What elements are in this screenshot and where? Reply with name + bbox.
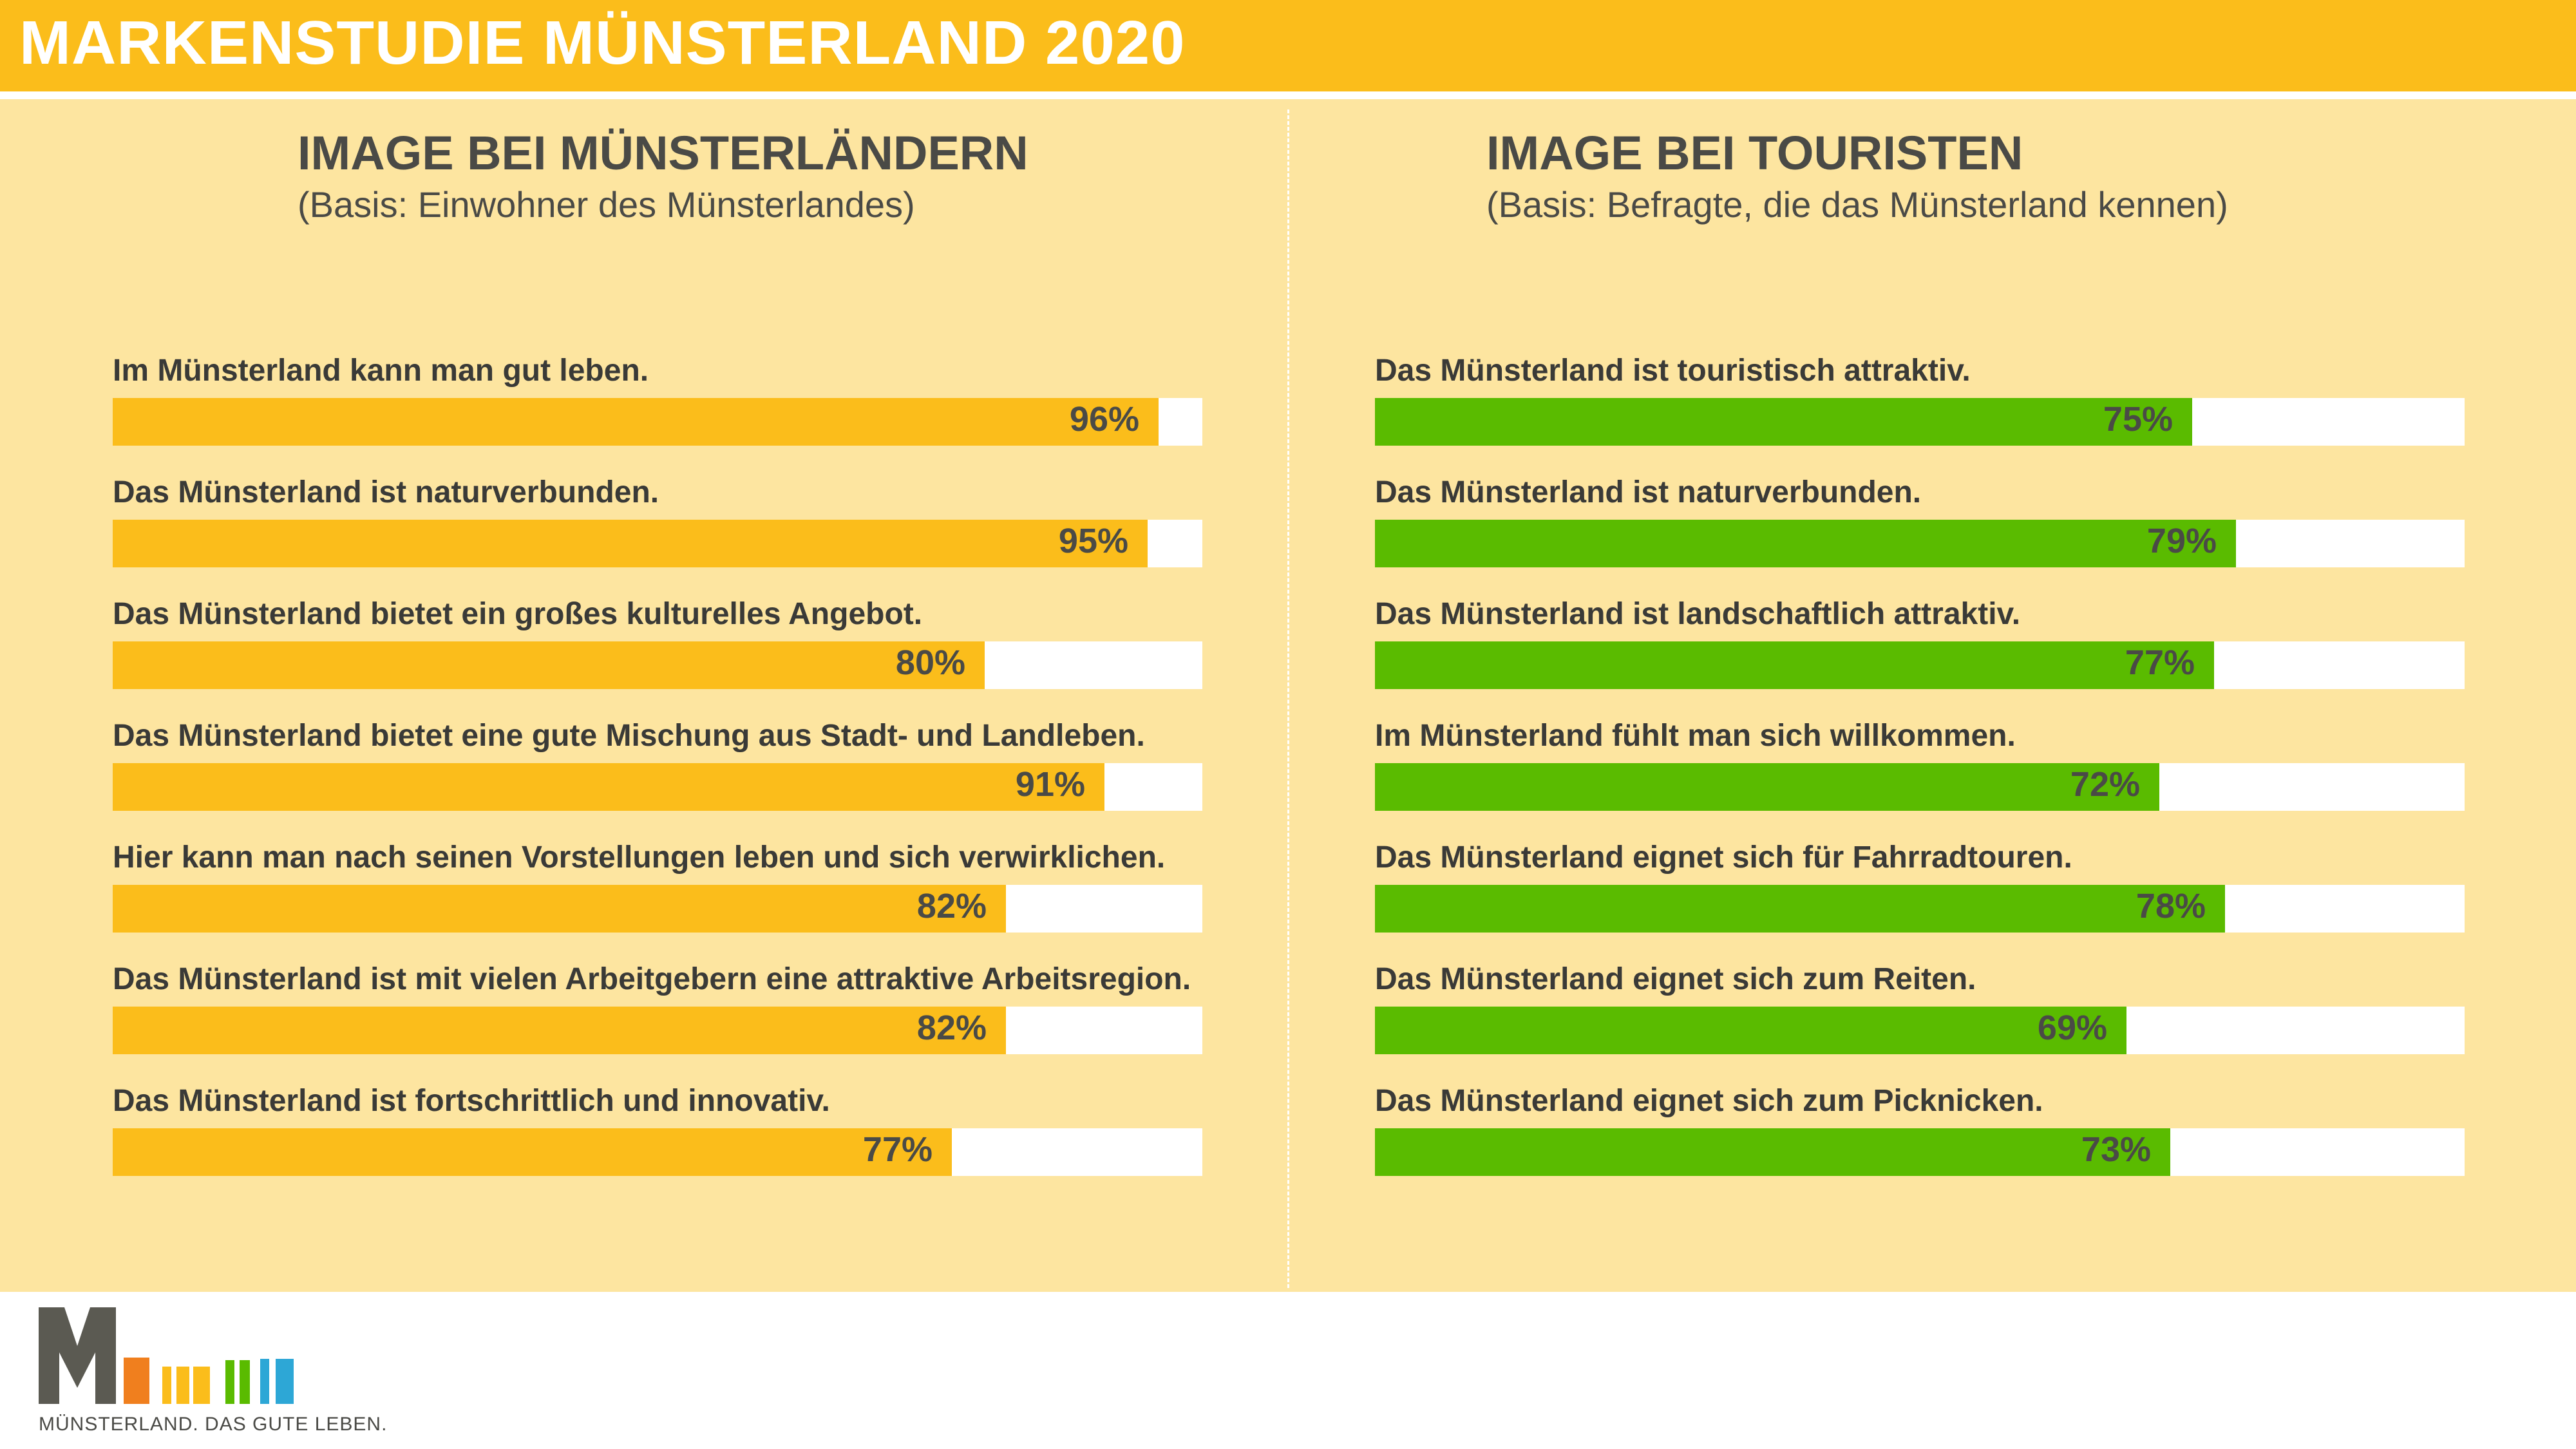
resident-statement-label: Das Münsterland bietet eine gute Mischun…: [113, 719, 1145, 753]
tourist-bar: [1375, 641, 2214, 689]
tourist-statement-label: Das Münsterland ist touristisch attrakti…: [1375, 354, 1971, 388]
tourist-value-label: 72%: [2070, 765, 2140, 804]
tourist-bar: [1375, 885, 2225, 933]
tourist-value-label: 75%: [2103, 400, 2173, 439]
column-divider: [1287, 109, 1289, 1288]
tourist-value-label: 69%: [2037, 1009, 2107, 1047]
tourist-bar-track: 73%: [1375, 1128, 2465, 1176]
tourist-statement-label: Im Münsterland fühlt man sich willkommen…: [1375, 719, 2016, 753]
resident-bar: [113, 1007, 1006, 1054]
header-bar: MARKENSTUDIE MÜNSTERLAND 2020: [0, 0, 2576, 91]
tourist-statement-label: Das Münsterland ist landschaftlich attra…: [1375, 597, 2021, 631]
tourist-statement-label: Das Münsterland eignet sich zum Reiten.: [1375, 962, 1976, 996]
tourist-statement-label: Das Münsterland eignet sich für Fahrradt…: [1375, 840, 2072, 875]
tourist-value-label: 77%: [2125, 643, 2195, 682]
left-chart-subtitle: (Basis: Einwohner des Münsterlandes): [298, 184, 915, 225]
resident-statement-label: Hier kann man nach seinen Vorstellungen …: [113, 840, 1166, 875]
tourist-statement-label: Das Münsterland ist naturverbunden.: [1375, 475, 1922, 509]
resident-bar-track: 80%: [113, 641, 1202, 689]
tourist-bar-track: 77%: [1375, 641, 2465, 689]
resident-bar-track: 77%: [113, 1128, 1202, 1176]
resident-bar: [113, 641, 985, 689]
tourist-bar: [1375, 398, 2192, 446]
resident-bar-track: 95%: [113, 520, 1202, 567]
resident-value-label: 77%: [862, 1130, 933, 1169]
tourist-value-label: 73%: [2081, 1130, 2151, 1169]
tourist-bar-track: 72%: [1375, 763, 2465, 811]
tourist-bar: [1375, 520, 2236, 567]
left-chart-title: IMAGE BEI MÜNSTERLÄNDERN: [298, 126, 1028, 180]
resident-statement-label: Das Münsterland ist fortschrittlich und …: [113, 1084, 830, 1118]
logo-tagline: MÜNSTERLAND. DAS GUTE LEBEN.: [39, 1414, 388, 1435]
right-chart-subtitle: (Basis: Befragte, die das Münsterland ke…: [1486, 184, 2228, 225]
resident-value-label: 82%: [916, 1009, 987, 1047]
resident-bar-track: 82%: [113, 885, 1202, 933]
muensterland-logo-icon: [39, 1307, 294, 1404]
tourist-statement-label: Das Münsterland eignet sich zum Picknick…: [1375, 1084, 2043, 1118]
tourist-bar: [1375, 1007, 2126, 1054]
resident-value-label: 82%: [916, 887, 987, 925]
resident-bar: [113, 520, 1148, 567]
right-chart-title: IMAGE BEI TOURISTEN: [1486, 126, 2023, 180]
resident-statement-label: Das Münsterland bietet ein großes kultur…: [113, 597, 923, 631]
resident-bar: [113, 398, 1159, 446]
resident-value-label: 96%: [1069, 400, 1139, 439]
page-title: MARKENSTUDIE MÜNSTERLAND 2020: [19, 8, 1186, 77]
resident-bar-track: 82%: [113, 1007, 1202, 1054]
tourist-value-label: 78%: [2136, 887, 2206, 925]
tourist-bar-track: 75%: [1375, 398, 2465, 446]
tourist-bar: [1375, 763, 2159, 811]
resident-bar: [113, 885, 1006, 933]
resident-bar: [113, 763, 1104, 811]
tourist-bar-track: 69%: [1375, 1007, 2465, 1054]
tourist-value-label: 79%: [2146, 522, 2217, 560]
resident-bar: [113, 1128, 952, 1176]
tourist-bar: [1375, 1128, 2170, 1176]
tourist-bar-track: 79%: [1375, 520, 2465, 567]
resident-statement-label: Im Münsterland kann man gut leben.: [113, 354, 649, 388]
resident-statement-label: Das Münsterland ist mit vielen Arbeitgeb…: [113, 962, 1191, 996]
tourist-bar-track: 78%: [1375, 885, 2465, 933]
resident-value-label: 95%: [1058, 522, 1128, 560]
resident-bar-track: 91%: [113, 763, 1202, 811]
resident-value-label: 91%: [1015, 765, 1085, 804]
resident-statement-label: Das Münsterland ist naturverbunden.: [113, 475, 659, 509]
header-divider-line: [0, 91, 2576, 99]
resident-bar-track: 96%: [113, 398, 1202, 446]
resident-value-label: 80%: [895, 643, 965, 682]
